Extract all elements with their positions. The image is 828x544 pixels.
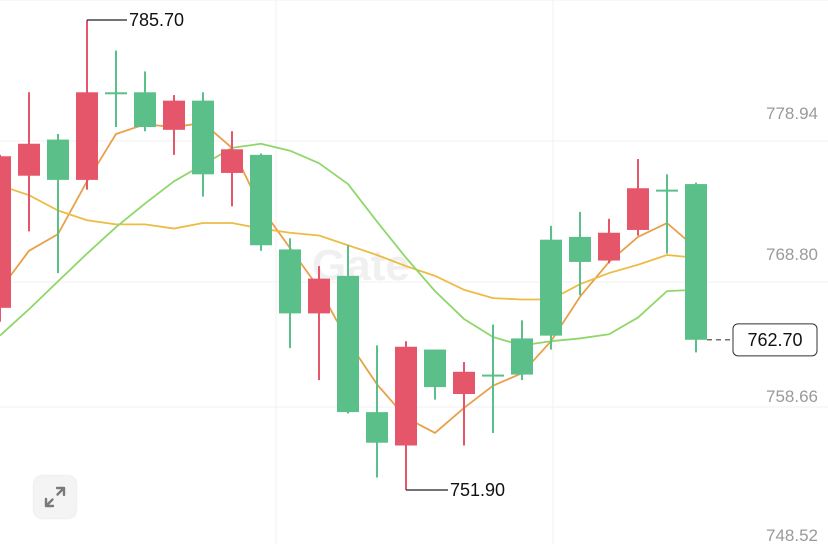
candle (47, 134, 69, 274)
candle-body (598, 232, 620, 261)
candle (0, 154, 11, 322)
candle-body (395, 346, 417, 446)
candle (308, 266, 330, 381)
high-price-label: 785.70 (129, 10, 184, 30)
expand-chart-button[interactable] (34, 476, 76, 518)
candle-body (569, 236, 591, 262)
candle-body (47, 139, 69, 180)
candle-body (18, 143, 40, 176)
candle (18, 92, 40, 232)
candle-body (221, 149, 243, 173)
candle-body (656, 189, 678, 192)
candle (685, 182, 707, 353)
low-price-label: 751.90 (450, 480, 505, 500)
expand-icon (44, 486, 66, 508)
candle-body (0, 156, 11, 308)
y-tick-label: 768.80 (766, 245, 818, 264)
candle-body (279, 249, 301, 314)
candle (221, 131, 243, 207)
y-tick-label: 748.52 (766, 526, 818, 544)
candle-body (627, 188, 649, 230)
candle (337, 245, 359, 414)
y-tick-label: 778.94 (766, 104, 818, 123)
candle-body (250, 154, 272, 246)
candle (598, 218, 620, 264)
ma-line (0, 142, 697, 347)
candle (163, 95, 185, 155)
candle-body (337, 275, 359, 413)
candles (0, 19, 707, 490)
candle (424, 349, 446, 400)
candle (134, 71, 156, 132)
candle-body (511, 338, 533, 375)
candle (627, 159, 649, 236)
candle (250, 153, 272, 251)
candle-body (105, 92, 127, 95)
candle (192, 92, 214, 197)
candle-body (685, 184, 707, 340)
candle (482, 324, 504, 433)
y-tick-label: 758.66 (766, 387, 818, 406)
candle (105, 50, 127, 128)
candle-body (453, 371, 475, 395)
candle (366, 345, 388, 478)
candle-body (308, 278, 330, 314)
candle-body (163, 100, 185, 130)
candle (656, 174, 678, 254)
candle (569, 211, 591, 296)
candle (453, 362, 475, 446)
candle (540, 225, 562, 350)
price-annotations: 785.70 751.90 762.70 (87, 10, 818, 500)
candle (279, 238, 301, 349)
candle (395, 341, 417, 490)
candle-body (482, 374, 504, 377)
current-price-label: 762.70 (747, 330, 802, 350)
candle-body (424, 349, 446, 388)
candle-body (366, 412, 388, 443)
candle-body (540, 239, 562, 336)
current-price-tag (732, 323, 818, 357)
candle-body (76, 92, 98, 180)
candle-body (192, 100, 214, 175)
candle (511, 320, 533, 381)
candle-body (134, 92, 156, 128)
y-axis-labels: 778.94 768.80 758.66 748.52 (766, 104, 818, 544)
candle (76, 19, 98, 190)
